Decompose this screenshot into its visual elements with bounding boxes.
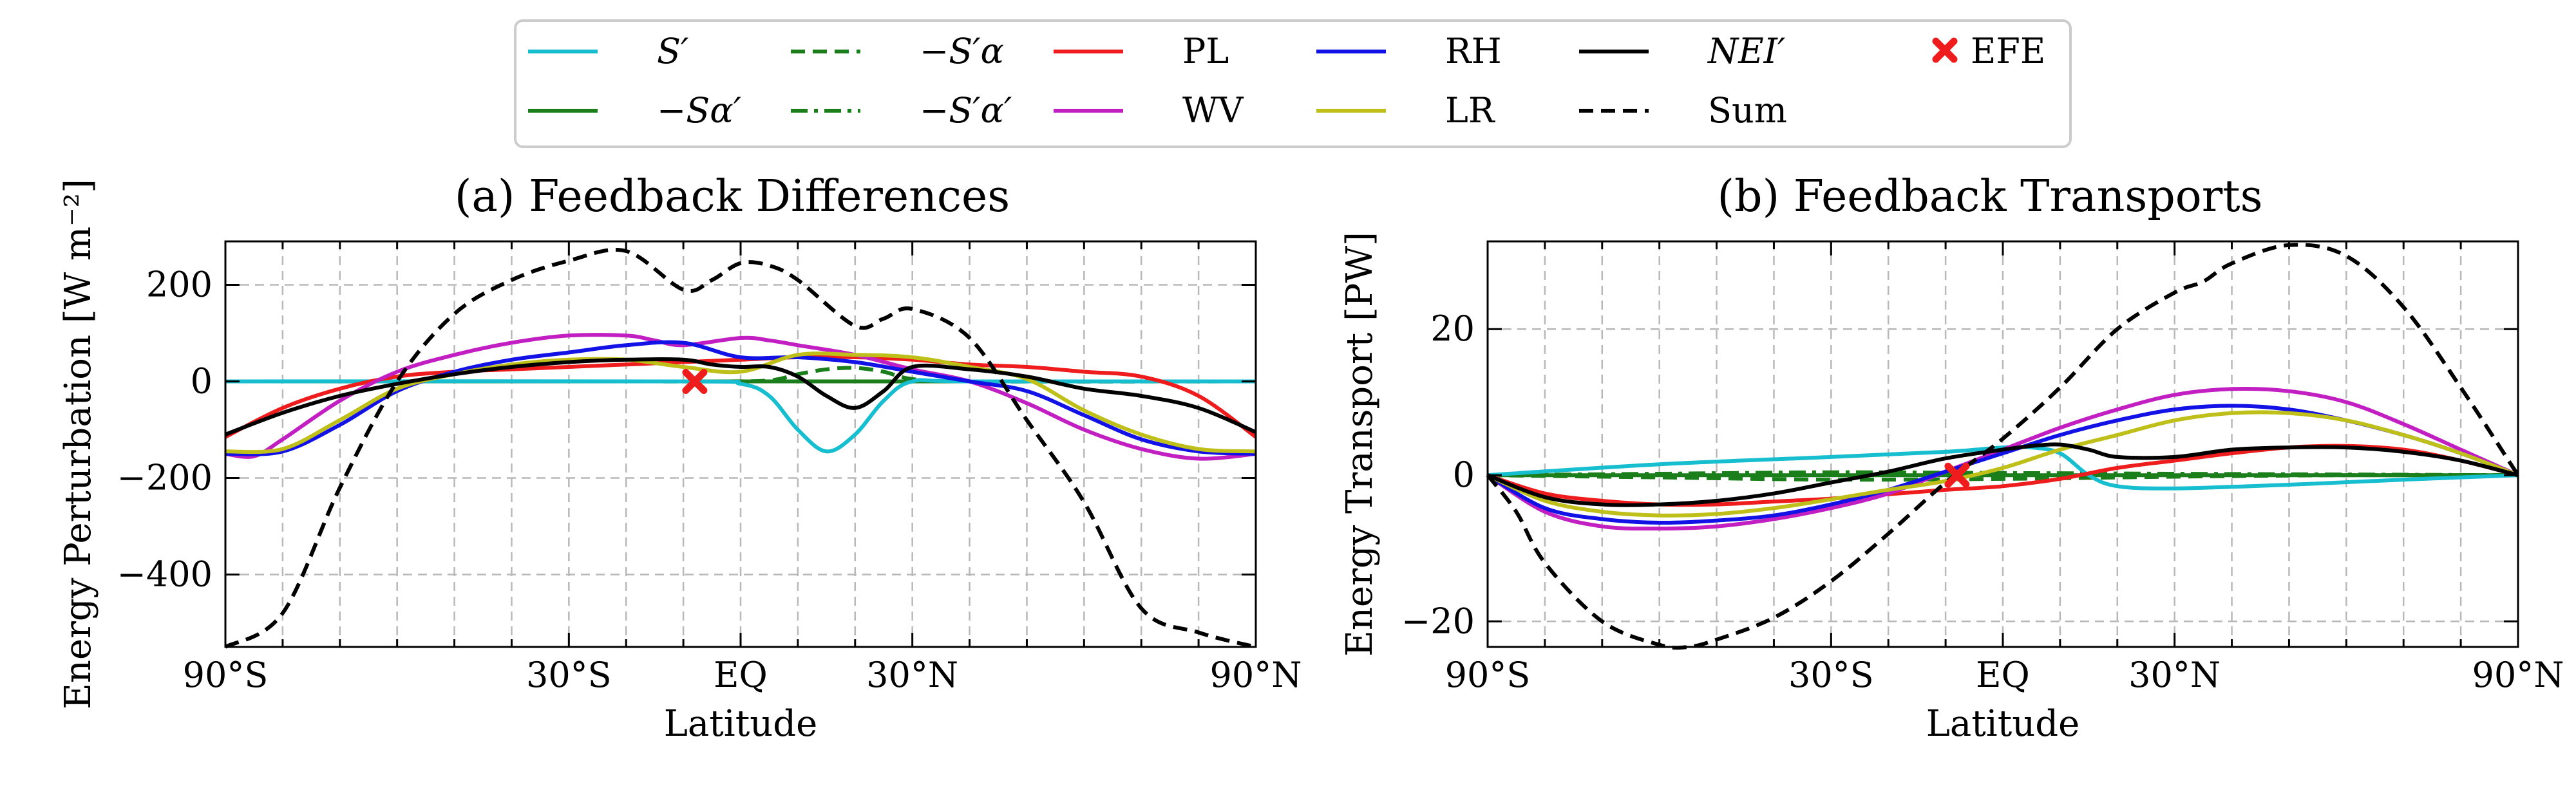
legend-label-WV: WV bbox=[1182, 90, 1244, 131]
y-tick-label-a-3: 200 bbox=[146, 265, 213, 305]
x-tick-label-a-2: EQ bbox=[714, 655, 768, 695]
x-tick-label-b-3: 30°N bbox=[2128, 655, 2221, 695]
x-tick-label-b-2: EQ bbox=[1976, 655, 2030, 695]
series-group-a bbox=[224, 247, 1257, 649]
x-tick-label-a-1: 30°S bbox=[526, 655, 612, 695]
x-axis-label-a: Latitude bbox=[664, 703, 818, 745]
panel-feedback-transports: (b) Feedback Transports 90°S 30°S EQ 30°N 90… bbox=[1339, 171, 2564, 745]
series-group-b bbox=[1486, 243, 2520, 650]
y-axis-label-a: Energy Perturbation [W m⁻²] bbox=[57, 179, 99, 709]
series-PL-a bbox=[224, 355, 1257, 439]
legend-label-neg_Sp_alpha: −S′α bbox=[920, 31, 1004, 71]
y-tick-label-a-2: 0 bbox=[191, 361, 213, 402]
panel-feedback-differences: (a) Feedback Differences 90°S 30°S EQ 30°N 9… bbox=[57, 171, 1302, 745]
legend-label-NEI: NEI′ bbox=[1707, 31, 1785, 71]
x-tick-label-a-3: 30°N bbox=[866, 655, 958, 695]
efe-marker-a bbox=[682, 369, 708, 394]
series-neg_Sp_alpha_p-b bbox=[1487, 470, 2519, 478]
x-tick-label-b-0: 90°S bbox=[1445, 655, 1531, 695]
series-neg_Sp_alpha-b bbox=[1487, 473, 2519, 482]
chart-title-a: (a) Feedback Differences bbox=[455, 171, 1010, 222]
legend-label-neg_S_alpha_p: −Sα′ bbox=[657, 90, 741, 131]
legend-marker-EFE bbox=[1932, 37, 1958, 63]
y-tick-label-b-0: −20 bbox=[1401, 601, 1475, 641]
legend-label-neg_Sp_alpha_p: −S′α′ bbox=[920, 90, 1012, 131]
y-tick-label-a-1: −200 bbox=[117, 458, 213, 498]
legend-label-Sum: Sum bbox=[1708, 90, 1787, 131]
grid-a bbox=[225, 241, 1256, 647]
efe-marker-b bbox=[1944, 462, 1970, 488]
series-NEI-a bbox=[224, 357, 1257, 436]
ticks-b: 90°S 30°S EQ 30°N 90°N −20 0 20 bbox=[1401, 241, 2564, 695]
legend-label-PL: PL bbox=[1182, 31, 1229, 71]
y-tick-label-a-0: −400 bbox=[117, 554, 213, 595]
legend-frame bbox=[514, 19, 2072, 148]
ticks-a: 90°S 30°S EQ 30°N 90°N −400 −200 0 200 bbox=[117, 241, 1302, 695]
series-WV-a bbox=[225, 333, 1256, 461]
series-Sum-a bbox=[224, 247, 1256, 649]
series-LR-b bbox=[1486, 410, 2519, 518]
series-Sum-b bbox=[1486, 243, 2520, 650]
y-tick-label-b-1: 0 bbox=[1453, 454, 1475, 495]
legend-label-S_prime: S′ bbox=[657, 31, 688, 71]
y-axis-label-b: Energy Transport [PW] bbox=[1339, 232, 1381, 657]
x-tick-label-b-1: 30°S bbox=[1788, 655, 1874, 695]
legend-label-EFE: EFE bbox=[1971, 31, 2045, 71]
series-NEI-b bbox=[1486, 442, 2519, 507]
series-LR-a bbox=[225, 351, 1256, 454]
series-RH-a bbox=[225, 340, 1256, 456]
legend: S′ −Sα′ −S′α −S′α′ PL WV RH LR NEI′ Sum EFE bbox=[514, 19, 2072, 148]
x-axis-label-b: Latitude bbox=[1926, 703, 2080, 745]
legend-label-LR: LR bbox=[1445, 90, 1495, 131]
chart-title-b: (b) Feedback Transports bbox=[1718, 171, 2263, 222]
y-tick-label-b-2: 20 bbox=[1430, 308, 1475, 349]
grid-b bbox=[1488, 241, 2518, 647]
x-tick-label-a-4: 90°N bbox=[1210, 655, 1302, 695]
x-tick-label-a-0: 90°S bbox=[183, 655, 269, 695]
legend-label-RH: RH bbox=[1445, 31, 1502, 71]
x-tick-label-b-4: 90°N bbox=[2472, 655, 2564, 695]
